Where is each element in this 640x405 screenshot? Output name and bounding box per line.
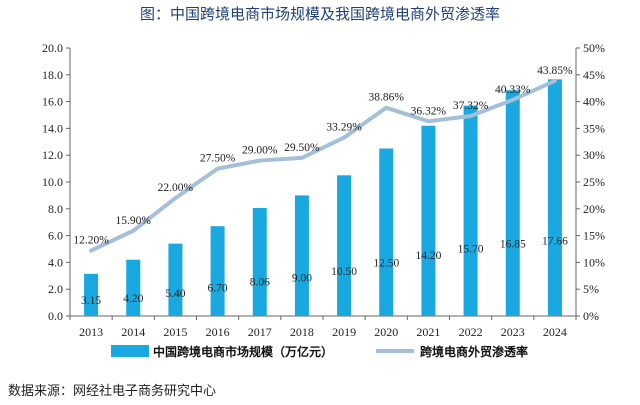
line-point [131, 229, 135, 233]
line-value-label: 36.32% [411, 105, 447, 117]
line-point [300, 156, 304, 160]
source-note: 数据来源：网经社电子商务研究中心 [8, 383, 216, 399]
bar [379, 148, 394, 316]
y-left-tick-label: 18.0 [42, 68, 63, 82]
x-tick-label: 2021 [416, 325, 440, 339]
y-left-tick-label: 16.0 [42, 95, 63, 109]
line-value-label: 40.33% [495, 84, 531, 96]
y-right-tick-label: 10% [583, 255, 605, 269]
chart-title: 图：中国跨境电商市场规模及我国跨境电商外贸渗透率 [140, 5, 500, 23]
line-point [216, 167, 220, 171]
data-labels: 3.15 4.20 5.40 6.70 8.06 9.00 10.50 12.50 14.20 1… [73, 65, 573, 307]
y-left-tick-label: 14.0 [42, 121, 63, 135]
bar [505, 90, 520, 317]
line-value-label: 22.00% [158, 182, 194, 194]
x-tick-label: 2019 [332, 325, 356, 339]
line-value-label: 43.85% [537, 65, 573, 77]
bar-value-label: 17.66 [542, 235, 568, 247]
line-point [553, 79, 557, 83]
penetration-line [89, 78, 557, 253]
bar [294, 195, 309, 316]
bar [463, 105, 478, 317]
line-point [511, 98, 515, 102]
bar-value-label: 6.70 [208, 282, 228, 294]
line-series [89, 78, 557, 253]
legend-label-bar: 中国跨境电商市场规模（万亿元） [153, 344, 333, 359]
bar [168, 243, 183, 316]
y-left-tick-label: 2.0 [48, 282, 63, 296]
y-right-tick-label: 45% [583, 68, 605, 82]
bar [421, 125, 436, 316]
line-value-label: 38.86% [369, 92, 405, 104]
bar-value-label: 10.50 [331, 266, 357, 278]
line-value-label: 15.90% [116, 215, 152, 227]
y-left-tick-label: 10.0 [42, 175, 63, 189]
axes: 0.0 2.0 4.0 6.0 8.0 10.0 12.0 14.0 16.0 18.0 20.0 0… [42, 41, 605, 339]
y-right-tick-label: 30% [583, 148, 605, 162]
y-right-tick-label: 0% [583, 309, 599, 323]
line-value-label: 29.00% [242, 145, 278, 157]
y-left-tick-label: 20.0 [42, 41, 63, 55]
bar [210, 226, 225, 316]
x-tick-label: 2018 [290, 325, 314, 339]
x-tick-label: 2022 [459, 325, 483, 339]
y-left-tick-label: 0.0 [48, 309, 63, 323]
bar [84, 273, 99, 316]
y-right-tick-label: 15% [583, 229, 605, 243]
bar-value-label: 12.50 [373, 257, 399, 269]
bar [547, 79, 562, 316]
y-right-tick-label: 5% [583, 282, 599, 296]
y-right-tick-label: 35% [583, 121, 605, 135]
y-right-tick-label: 25% [583, 175, 605, 189]
bar-value-label: 8.06 [250, 276, 270, 288]
bar-value-label: 9.00 [292, 272, 312, 284]
line-point [89, 249, 93, 253]
bar [337, 175, 352, 316]
y-right-tick-label: 50% [583, 41, 605, 55]
line-point [384, 106, 388, 110]
bar [126, 259, 141, 316]
line-point [173, 196, 177, 200]
x-tick-label: 2023 [501, 325, 525, 339]
line-value-label: 27.50% [200, 153, 236, 165]
x-tick-label: 2013 [79, 325, 103, 339]
y-left-tick-label: 4.0 [48, 255, 63, 269]
x-tick-label: 2017 [248, 325, 272, 339]
y-right-tick-label: 20% [583, 202, 605, 216]
bar-value-label: 15.70 [458, 244, 484, 256]
x-tick-label: 2015 [163, 325, 187, 339]
line-value-label: 12.20% [73, 235, 109, 247]
x-tick-label: 2020 [374, 325, 398, 339]
legend-swatch-bar [111, 345, 149, 357]
bar-value-label: 3.15 [81, 295, 101, 307]
y-left-tick-label: 6.0 [48, 229, 63, 243]
line-value-label: 29.50% [284, 142, 320, 154]
bar-value-label: 4.20 [123, 293, 143, 305]
bar [252, 207, 267, 316]
line-point [426, 119, 430, 123]
bar-value-label: 14.20 [415, 250, 441, 262]
line-point [342, 136, 346, 140]
y-left-tick-label: 8.0 [48, 202, 63, 216]
x-tick-label: 2024 [543, 325, 567, 339]
y-left-tick-label: 12.0 [42, 148, 63, 162]
x-tick-label: 2016 [206, 325, 230, 339]
line-point [258, 159, 262, 163]
bar-value-label: 16.85 [500, 239, 526, 251]
y-right-tick-label: 40% [583, 95, 605, 109]
legend: 中国跨境电商市场规模（万亿元） 跨境电商外贸渗透率 [111, 344, 528, 359]
x-tick-label: 2014 [121, 325, 145, 339]
line-value-label: 37.32% [453, 100, 489, 112]
bar-value-label: 5.40 [165, 288, 185, 300]
line-point [469, 114, 473, 118]
legend-label-line: 跨境电商外贸渗透率 [420, 344, 528, 359]
line-value-label: 33.29% [326, 122, 362, 134]
bar-series [84, 79, 562, 317]
